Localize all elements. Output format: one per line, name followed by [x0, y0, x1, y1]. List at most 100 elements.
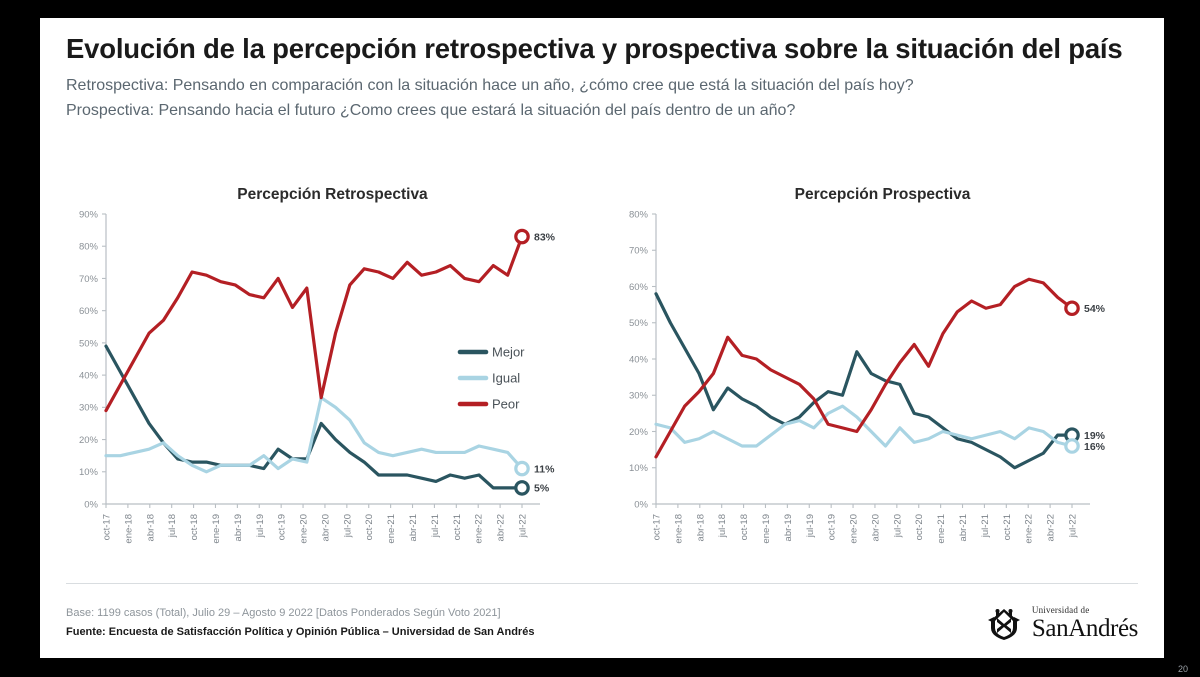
y-tick-label: 40% — [79, 371, 99, 382]
legend-label-igual: Igual — [492, 371, 520, 386]
chart-retrospectiva: Percepción Retrospectiva 0% 10% 20% 30% 40% 5… — [60, 178, 605, 598]
chart-svg-retrospectiva: 0% 10% 20% 30% 40% 50% 60% 70% 80% 90% oct-17 ene-1… — [79, 209, 556, 544]
series-line-mejor — [104, 344, 524, 490]
chart-svg-prospectiva: 0% 10% 20% 30% 40% 50% 60% 70% 80% oct-17 ene-18 ab… — [629, 209, 1106, 544]
x-tick-label: ene-21 — [386, 514, 397, 544]
y-tick-label: 10% — [79, 467, 99, 478]
x-tick-label: oct-19 — [827, 514, 838, 540]
x-tick-label: oct-21 — [1002, 514, 1013, 540]
x-tick-label: abr-21 — [958, 514, 969, 541]
x-tick-label: abr-20 — [870, 514, 881, 541]
x-tick-label: abr-19 — [233, 514, 244, 541]
x-tick-label: jul-20 — [342, 514, 353, 538]
x-tick-label: abr-19 — [783, 514, 794, 541]
y-tick-label: 40% — [629, 354, 649, 365]
x-tick-label: abr-22 — [496, 514, 507, 541]
footer-source-text: Fuente: Encuesta de Satisfacción Polític… — [66, 625, 535, 638]
x-tick-label: ene-22 — [1024, 514, 1035, 544]
x-tick-label: oct-21 — [452, 514, 463, 540]
x-tick-label: oct-17 — [652, 514, 663, 540]
chart-prospectiva: Percepción Prospectiva 0% 10% 20% 30% 40% 50%… — [610, 178, 1155, 598]
subtitle-retrospectiva: Retrospectiva: Pensando en comparación c… — [66, 77, 914, 95]
end-label-igual: 11% — [534, 463, 555, 475]
x-tick-label: oct-18 — [739, 514, 750, 540]
x-tick-label: ene-22 — [474, 514, 485, 544]
san-andres-crest-icon — [987, 609, 1020, 640]
footer-base-text: Base: 1199 casos (Total), Julio 29 – Ago… — [66, 607, 501, 619]
x-tick-label: jul-21 — [430, 514, 441, 538]
x-tick-label: ene-20 — [299, 514, 310, 544]
y-tick-label: 90% — [79, 209, 99, 220]
end-label-mejor: 5% — [534, 483, 550, 495]
end-marker-igual — [514, 460, 530, 477]
footer-block: Base: 1199 casos (Total), Julio 29 – Ago… — [66, 605, 786, 640]
y-tick-label: 60% — [629, 282, 649, 293]
y-tick-label: 0% — [84, 499, 98, 510]
x-tick-label: abr-21 — [408, 514, 419, 541]
series-line-peor — [654, 277, 1074, 459]
chart-title-retrospectiva: Percepción Retrospectiva — [237, 186, 428, 203]
y-tick-label: 0% — [634, 499, 648, 510]
title-block: Evolución de la percepción retrospectiva… — [66, 32, 1138, 123]
y-tick-label: 70% — [629, 246, 649, 257]
y-tick-label: 80% — [629, 209, 649, 220]
x-tick-label: oct-19 — [277, 514, 288, 540]
end-marker-mejor — [514, 480, 530, 496]
legend-label-mejor: Mejor — [492, 345, 525, 360]
x-tick-label: abr-22 — [1046, 514, 1057, 541]
series-line-mejor — [654, 292, 1074, 470]
y-tick-label: 80% — [79, 242, 99, 253]
subtitle-prospectiva: Prospectiva: Pensando hacia el futuro ¿C… — [66, 101, 796, 119]
y-tick-label: 70% — [79, 274, 99, 285]
x-tick-label: abr-18 — [145, 514, 156, 541]
logo-small-text: Universidad de — [1031, 604, 1090, 615]
y-tick-label: 30% — [79, 403, 99, 414]
logo-big-text: SanAndrés — [1031, 614, 1139, 642]
end-label-mejor: 19% — [1084, 430, 1106, 442]
series-line-igual — [104, 396, 524, 474]
end-marker-peor — [1064, 300, 1080, 317]
x-tick-label: oct-20 — [364, 514, 375, 540]
x-tick-label: oct-17 — [102, 514, 113, 540]
x-tick-label: ene-21 — [936, 514, 947, 544]
y-tick-label: 10% — [629, 463, 649, 474]
logo-wordmark: Universidad de SanAndrés — [1031, 604, 1139, 642]
x-tick-label: abr-20 — [320, 514, 331, 541]
x-tick-label: ene-19 — [761, 514, 772, 544]
end-marker-peor — [514, 228, 530, 245]
end-label-peor: 83% — [534, 231, 556, 243]
legend-label-peor: Peor — [492, 397, 520, 412]
end-label-peor: 54% — [1084, 303, 1106, 315]
x-tick-label: jul-19 — [805, 514, 816, 538]
y-tick-label: 50% — [79, 338, 99, 349]
y-tick-label: 20% — [79, 435, 99, 446]
page-number: 20 — [1177, 664, 1188, 674]
x-tick-label: jul-21 — [980, 514, 991, 538]
y-tick-label: 30% — [629, 391, 649, 402]
y-tick-label: 20% — [629, 427, 649, 438]
y-tick-label: 50% — [629, 318, 649, 329]
x-tick-label: ene-19 — [211, 514, 222, 544]
x-tick-label: jul-18 — [167, 514, 178, 538]
chart-title-prospectiva: Percepción Prospectiva — [794, 186, 971, 203]
x-tick-label: oct-18 — [189, 514, 200, 540]
slide-canvas: Evolución de la percepción retrospectiva… — [40, 18, 1164, 658]
x-tick-label: abr-18 — [695, 514, 706, 541]
series-line-peor — [104, 234, 524, 413]
university-logo: Universidad de SanAndrés — [984, 604, 1138, 642]
footer-divider — [66, 583, 1138, 584]
end-marker-igual — [1064, 438, 1080, 454]
x-tick-label: ene-18 — [673, 514, 684, 544]
x-tick-label: oct-20 — [914, 514, 925, 540]
x-tick-label: ene-18 — [123, 514, 134, 544]
page-title: Evolución de la percepción retrospectiva… — [66, 33, 1123, 64]
x-tick-label: ene-20 — [849, 514, 860, 544]
y-tick-label: 60% — [79, 306, 99, 317]
x-tick-label: jul-22 — [1068, 514, 1079, 538]
x-tick-label: jul-20 — [892, 514, 903, 538]
x-tick-label: jul-18 — [717, 514, 728, 538]
series-line-igual — [654, 404, 1074, 448]
x-tick-label: jul-19 — [255, 514, 266, 538]
end-label-igual: 16% — [1084, 441, 1106, 453]
x-tick-label: jul-22 — [518, 514, 529, 538]
